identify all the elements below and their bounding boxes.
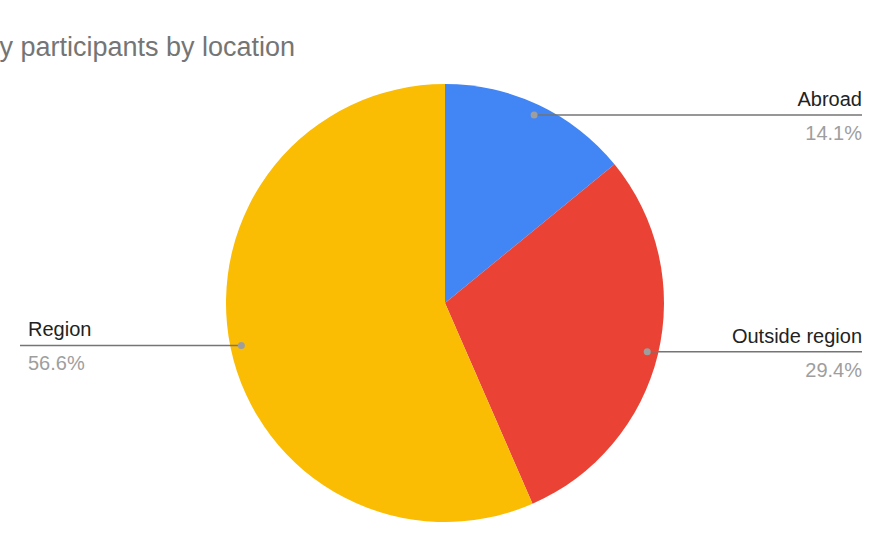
svg-text:Abroad: Abroad [798,88,863,110]
svg-text:29.4%: 29.4% [805,359,862,381]
svg-text:Outside region: Outside region [732,325,862,347]
svg-text:Distribution of survey partici: Distribution of survey participants by l… [0,32,295,62]
svg-text:14.1%: 14.1% [805,122,862,144]
svg-text:Region: Region [28,318,91,340]
svg-text:56.6%: 56.6% [28,352,85,374]
